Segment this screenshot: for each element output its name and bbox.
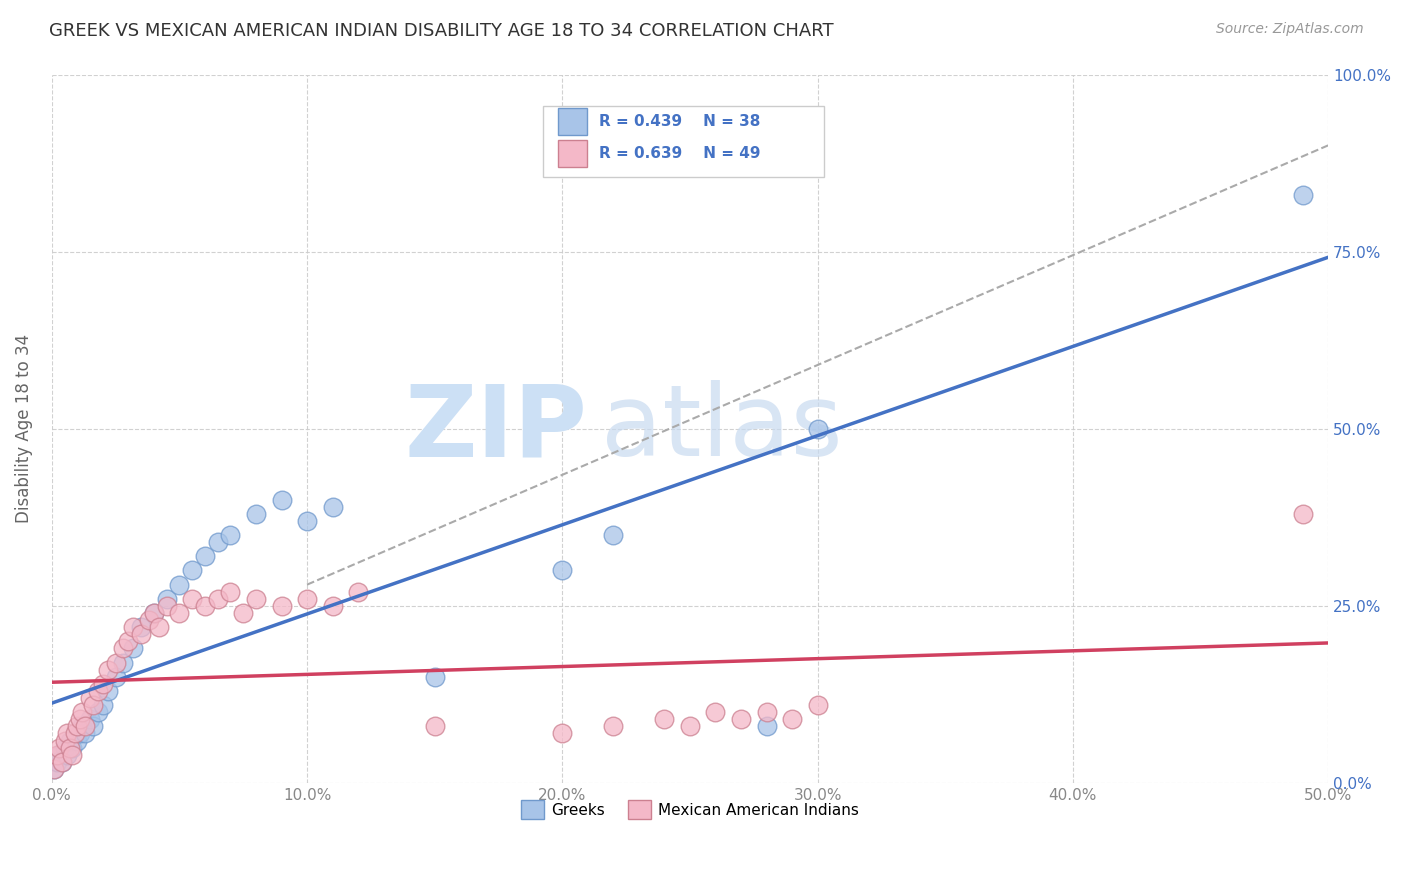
Point	[551, 726, 574, 740]
Point	[1291, 507, 1313, 521]
Point	[1291, 188, 1313, 202]
Point	[56, 747, 79, 762]
Point	[129, 627, 152, 641]
Point	[97, 663, 120, 677]
Point	[63, 726, 86, 740]
Point	[44, 762, 66, 776]
Point	[806, 422, 828, 436]
Point	[104, 656, 127, 670]
Point	[59, 740, 82, 755]
Point	[53, 740, 76, 755]
Point	[104, 670, 127, 684]
Text: ZIP: ZIP	[405, 380, 588, 477]
Point	[322, 500, 344, 514]
Text: R = 0.639    N = 49: R = 0.639 N = 49	[599, 145, 761, 161]
Point	[148, 620, 170, 634]
FancyBboxPatch shape	[543, 106, 824, 178]
Point	[806, 698, 828, 712]
Point	[45, 755, 67, 769]
Point	[755, 719, 778, 733]
Point	[780, 712, 803, 726]
Point	[117, 634, 139, 648]
Point	[72, 719, 94, 733]
Text: atlas: atlas	[600, 380, 842, 477]
Point	[66, 719, 89, 733]
Point	[156, 591, 179, 606]
Point	[48, 740, 70, 755]
Point	[112, 641, 135, 656]
Point	[156, 599, 179, 613]
Point	[194, 549, 217, 564]
Point	[551, 564, 574, 578]
Point	[270, 492, 292, 507]
Point	[86, 684, 108, 698]
Point	[60, 740, 83, 755]
Point	[56, 726, 79, 740]
Point	[122, 641, 145, 656]
Point	[270, 599, 292, 613]
Point	[97, 684, 120, 698]
Point	[122, 620, 145, 634]
Point	[51, 755, 73, 769]
Bar	[558, 140, 586, 167]
Point	[232, 606, 254, 620]
Point	[112, 656, 135, 670]
Point	[207, 591, 229, 606]
Point	[322, 599, 344, 613]
Point	[142, 606, 165, 620]
Point	[82, 698, 104, 712]
Point	[194, 599, 217, 613]
Point	[730, 712, 752, 726]
Point	[73, 726, 96, 740]
Text: GREEK VS MEXICAN AMERICAN INDIAN DISABILITY AGE 18 TO 34 CORRELATION CHART: GREEK VS MEXICAN AMERICAN INDIAN DISABIL…	[49, 22, 834, 40]
Point	[295, 591, 318, 606]
Point	[91, 698, 114, 712]
Point	[69, 712, 91, 726]
Point	[207, 535, 229, 549]
Point	[142, 606, 165, 620]
Point	[654, 712, 676, 726]
Point	[59, 733, 82, 747]
Point	[169, 577, 191, 591]
Bar	[558, 108, 586, 135]
Point	[423, 670, 446, 684]
Point	[79, 712, 101, 726]
Point	[181, 591, 204, 606]
Point	[91, 677, 114, 691]
Point	[602, 528, 624, 542]
Point	[66, 733, 89, 747]
Point	[45, 747, 67, 762]
Legend: Greeks, Mexican American Indians: Greeks, Mexican American Indians	[515, 794, 865, 825]
Point	[245, 591, 267, 606]
Point	[219, 528, 242, 542]
Point	[60, 747, 83, 762]
Point	[69, 726, 91, 740]
Point	[295, 514, 318, 528]
Point	[423, 719, 446, 733]
Point	[86, 705, 108, 719]
Point	[602, 719, 624, 733]
Point	[79, 691, 101, 706]
Point	[51, 755, 73, 769]
Point	[181, 564, 204, 578]
Point	[82, 719, 104, 733]
Point	[72, 705, 94, 719]
Point	[73, 719, 96, 733]
Text: Source: ZipAtlas.com: Source: ZipAtlas.com	[1216, 22, 1364, 37]
Point	[755, 705, 778, 719]
Point	[44, 762, 66, 776]
Point	[138, 613, 160, 627]
Text: R = 0.439    N = 38: R = 0.439 N = 38	[599, 114, 761, 128]
Point	[245, 507, 267, 521]
Point	[129, 620, 152, 634]
Point	[48, 747, 70, 762]
Point	[219, 584, 242, 599]
Y-axis label: Disability Age 18 to 34: Disability Age 18 to 34	[15, 334, 32, 524]
Point	[53, 733, 76, 747]
Point	[169, 606, 191, 620]
Point	[347, 584, 370, 599]
Point	[704, 705, 727, 719]
Point	[679, 719, 702, 733]
